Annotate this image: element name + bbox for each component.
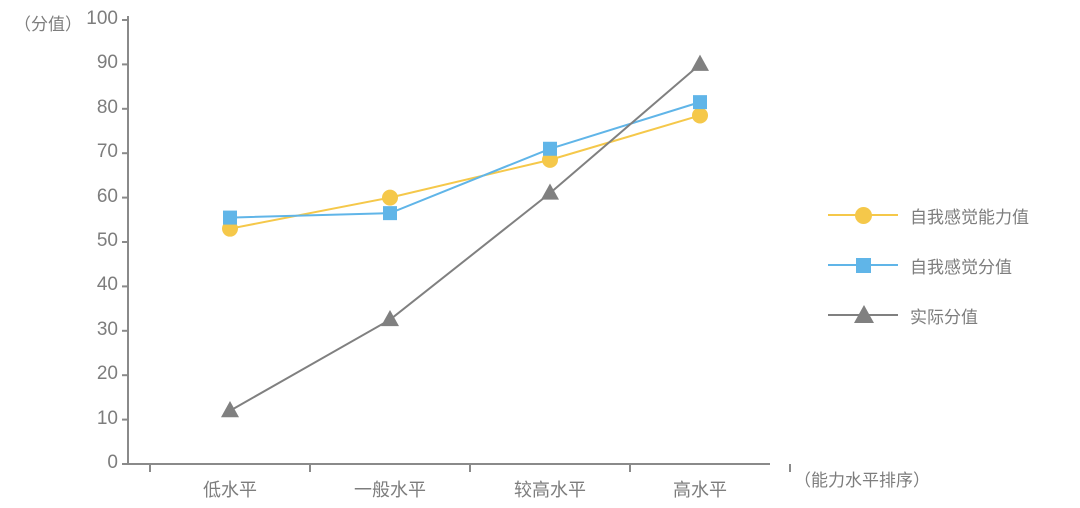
- legend-item: 自我感觉分值: [828, 240, 1029, 290]
- y-tick-label: 20: [68, 363, 118, 385]
- legend: 自我感觉能力值自我感觉分值实际分值: [828, 190, 1029, 340]
- legend-label: 实际分值: [910, 303, 978, 328]
- legend-swatch: [828, 203, 898, 227]
- legend-item: 实际分值: [828, 290, 1029, 340]
- triangle-marker-icon: [854, 305, 874, 323]
- y-tick-label: 90: [68, 52, 118, 74]
- y-tick-label: 80: [68, 97, 118, 119]
- circle-marker-icon: [855, 207, 872, 224]
- legend-item: 自我感觉能力值: [828, 190, 1029, 240]
- y-tick-label: 100: [68, 8, 118, 30]
- y-tick-label: 50: [68, 230, 118, 252]
- x-tick-label: 较高水平: [514, 476, 586, 502]
- square-marker-icon: [856, 258, 871, 273]
- y-tick-label: 30: [68, 319, 118, 341]
- y-tick-label: 0: [68, 452, 118, 474]
- y-tick-label: 60: [68, 186, 118, 208]
- x-tick-label: 高水平: [673, 476, 727, 502]
- y-tick-label: 70: [68, 141, 118, 163]
- y-tick-label: 40: [68, 274, 118, 296]
- x-tick-label: 低水平: [203, 476, 257, 502]
- y-tick-label: 10: [68, 408, 118, 430]
- legend-label: 自我感觉分值: [910, 253, 1012, 278]
- line-chart: （分值） （能力水平排序） 0102030405060708090100 低水平…: [0, 0, 1080, 508]
- legend-swatch: [828, 303, 898, 327]
- x-axis-title: （能力水平排序）: [794, 466, 930, 491]
- legend-label: 自我感觉能力值: [910, 203, 1029, 228]
- x-tick-label: 一般水平: [354, 476, 426, 502]
- legend-swatch: [828, 253, 898, 277]
